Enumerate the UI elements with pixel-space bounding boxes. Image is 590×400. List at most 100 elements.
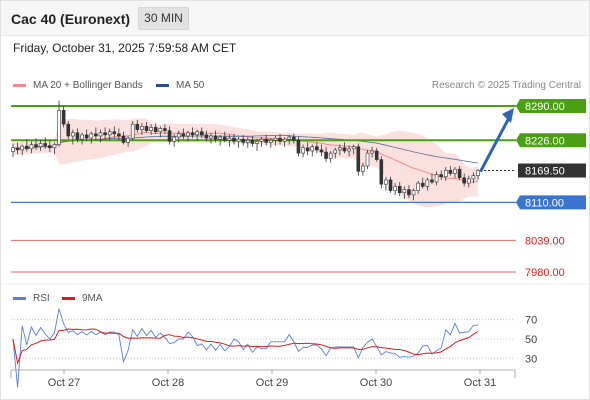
candle-body: [282, 138, 287, 142]
candle-body: [20, 145, 25, 151]
candle-body: [397, 186, 402, 194]
candle-body: [94, 133, 98, 137]
candle-body: [420, 182, 425, 187]
candle: [384, 176, 388, 191]
timeframe-button[interactable]: 30 MIN: [138, 7, 189, 30]
candle-body: [121, 135, 126, 143]
candle: [144, 122, 149, 133]
candle: [112, 126, 117, 139]
rsi-axis-label: 50: [525, 334, 537, 346]
legend-9ma: 9MA: [62, 293, 103, 304]
candle: [130, 120, 135, 141]
candle-body: [199, 131, 204, 136]
candle-body: [292, 136, 296, 141]
candle-body: [98, 132, 103, 137]
candle: [52, 142, 57, 155]
candle-body: [439, 174, 443, 177]
candle: [190, 127, 195, 139]
candle: [425, 177, 430, 191]
candle-body: [117, 133, 121, 137]
candle-body: [370, 150, 374, 154]
candle: [236, 137, 241, 148]
candle-body: [71, 132, 75, 137]
candle-body: [273, 137, 278, 141]
candle: [103, 127, 107, 140]
candle: [38, 140, 43, 151]
legend-ma50-label: MA 50: [176, 80, 205, 91]
candle: [75, 128, 80, 143]
candle: [361, 162, 365, 176]
candle: [61, 106, 66, 128]
candle: [356, 143, 361, 176]
candle-body: [305, 147, 310, 152]
candle-body: [315, 146, 319, 151]
candle: [338, 144, 342, 156]
candle-body: [34, 144, 38, 147]
candle: [34, 138, 38, 150]
candle-body: [402, 189, 407, 194]
level-label-bg: [516, 195, 586, 210]
candle-body: [278, 137, 282, 142]
candle: [319, 144, 324, 157]
rsi-9ma-line: [12, 328, 479, 366]
candle-body: [232, 137, 236, 142]
candle-body: [379, 159, 384, 185]
candle-body: [393, 186, 397, 191]
candle: [15, 142, 20, 155]
candle-body: [351, 146, 356, 150]
candle: [434, 171, 439, 186]
projection-arrow: [479, 108, 514, 173]
candle: [296, 137, 301, 157]
projection-arrow-shaft: [479, 114, 512, 173]
chart-header: Cac 40 (Euronext) 30 MIN: [0, 0, 590, 36]
candle: [121, 131, 126, 145]
candle-body: [209, 135, 213, 139]
level-label-4: 8039.00: [525, 235, 565, 247]
candle: [301, 144, 305, 158]
level-label-bg: [516, 99, 586, 113]
candle-body: [269, 139, 273, 143]
candle-body: [181, 133, 186, 137]
level-label-0: 8290.00: [516, 99, 586, 113]
candle-body: [57, 109, 61, 145]
projection-arrow-head: [502, 108, 514, 123]
candle-body: [374, 150, 379, 160]
candle: [255, 139, 259, 151]
level-label-3: 8110.00: [516, 195, 586, 210]
x-axis-label: Oct 31: [464, 377, 496, 389]
candle-body: [453, 168, 457, 174]
candle-body: [471, 175, 476, 180]
candle-body: [361, 165, 365, 172]
candle-body: [227, 137, 232, 141]
legend-ma50: MA 50: [156, 80, 204, 91]
candle: [140, 123, 144, 135]
candle-body: [287, 136, 292, 140]
candle-body: [347, 148, 351, 152]
candle: [66, 120, 71, 140]
candle: [457, 165, 462, 180]
candle-body: [301, 147, 305, 154]
candle: [287, 134, 292, 145]
candle: [199, 127, 204, 139]
candle-body: [190, 132, 195, 136]
candle: [195, 129, 199, 141]
candle-body: [236, 138, 241, 142]
candle: [324, 146, 328, 162]
candle: [273, 135, 278, 146]
candle-body: [25, 145, 29, 150]
candle-body: [324, 151, 328, 159]
x-axis-label: Oct 30: [360, 377, 392, 389]
candle: [222, 131, 227, 143]
candle: [20, 144, 25, 156]
candle: [328, 150, 333, 163]
candle-body: [407, 189, 411, 196]
candle: [259, 137, 264, 147]
candle-body: [107, 131, 112, 136]
level-label-1: 8226.00: [516, 133, 586, 148]
candle-body: [310, 146, 315, 152]
level-label-bg: [516, 133, 586, 148]
x-axis: Oct 27 Oct 28 Oct 29 Oct 30 Oct 31: [0, 283, 590, 389]
candle: [57, 100, 61, 147]
candle: [269, 138, 273, 148]
